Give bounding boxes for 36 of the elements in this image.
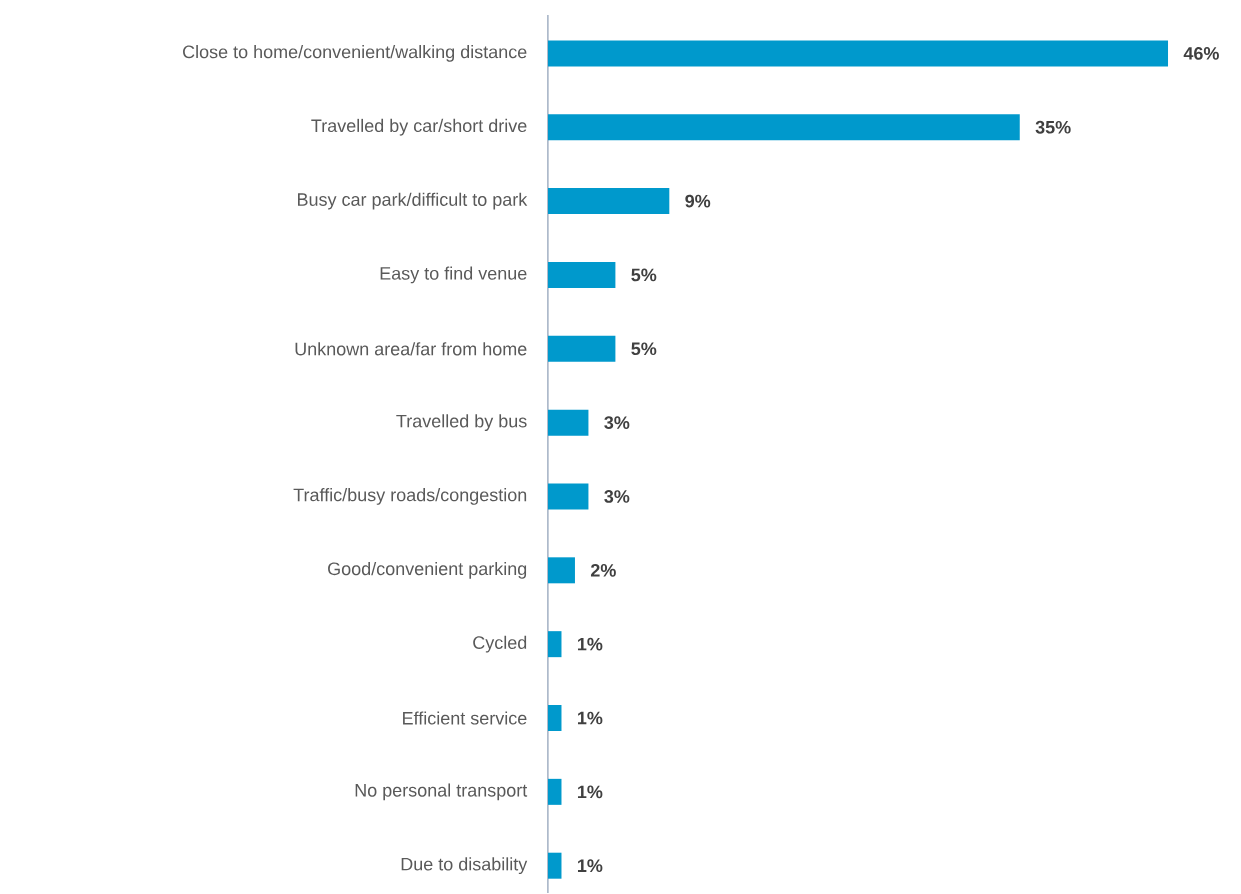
bar — [548, 631, 562, 658]
data-label: 46% — [1183, 47, 1219, 60]
bar — [548, 40, 1169, 67]
bar — [548, 705, 562, 732]
data-label: 5% — [631, 268, 657, 282]
data-label: 5% — [631, 342, 657, 356]
y-tick-label: Busy car park/difficult to park — [298, 192, 528, 210]
bar — [548, 335, 616, 362]
data-label: 3% — [604, 416, 630, 430]
y-tick-label: Due to disability — [401, 857, 528, 875]
data-label: 2% — [590, 564, 616, 577]
y-tick-label: Easy to find venue — [380, 266, 527, 284]
data-label: 3% — [604, 490, 630, 504]
y-tick-label: No personal transport — [355, 783, 528, 801]
y-tick-label: Traffic/busy roads/congestion — [293, 488, 527, 506]
data-label: 1% — [577, 859, 603, 873]
bar — [548, 262, 616, 289]
y-tick-label: Good/convenient parking — [328, 562, 527, 579]
data-label: 35% — [1035, 121, 1071, 134]
bar — [548, 188, 670, 215]
data-label: 9% — [685, 194, 711, 208]
bar — [548, 852, 562, 879]
y-tick-label: Travelled by bus — [396, 414, 527, 432]
y-tick-label: Cycled — [473, 635, 527, 653]
data-label: 1% — [577, 711, 603, 725]
y-tick-label: Close to home/convenient/walking distance — [183, 45, 527, 62]
bar — [548, 483, 589, 510]
y-tick-label: Travelled by car/short drive — [311, 119, 527, 136]
bar — [548, 779, 562, 806]
bar — [548, 114, 1020, 141]
bar — [548, 409, 589, 436]
data-label: 1% — [577, 785, 603, 799]
bar — [548, 557, 575, 584]
y-tick-label: Unknown area/far from home — [295, 342, 527, 356]
data-label: 1% — [577, 637, 603, 651]
y-tick-label: Efficient service — [403, 711, 527, 725]
